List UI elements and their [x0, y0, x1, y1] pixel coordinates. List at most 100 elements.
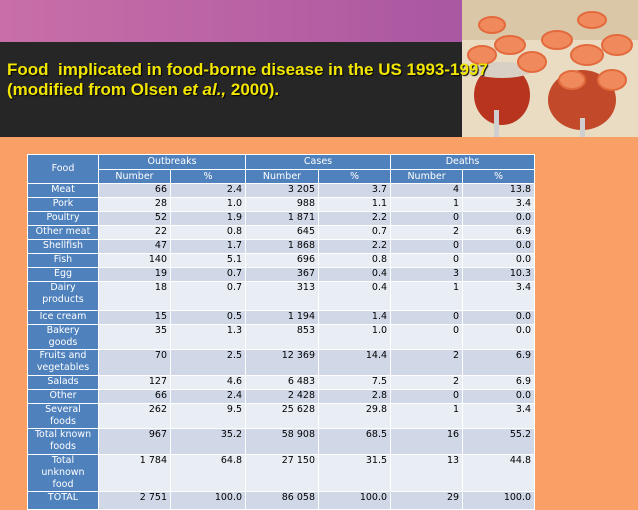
cell: 2.5: [169, 349, 247, 376]
slide-title: Food implicated in food-borne disease in…: [7, 60, 527, 100]
cell: 1 194: [245, 310, 320, 325]
title-text: 2000).: [226, 80, 280, 99]
cell: 7.5: [318, 375, 392, 390]
food-cell: Bakery goods: [27, 324, 99, 350]
food-cell: Total known foods: [27, 428, 99, 455]
table-row: TOTAL 2 751 100.0 86 058 100.0 29 100.0: [27, 491, 536, 510]
cell: 3.4: [462, 197, 536, 212]
cell: 367: [245, 267, 320, 282]
title-line: Food implicated in food-borne disease in…: [7, 60, 488, 79]
food-cell: Pork: [27, 197, 99, 212]
cell: 262: [98, 403, 171, 429]
cell: 28: [98, 197, 171, 212]
cell: 0.0: [462, 211, 536, 226]
cell: 645: [245, 225, 320, 240]
cell: 47: [98, 239, 171, 254]
food-cell: Other: [27, 389, 99, 404]
data-table: Food Outbreaks Cases Deaths Number% Number% N…: [27, 154, 536, 510]
cell: 0.8: [318, 253, 392, 268]
cell: 0.4: [318, 281, 392, 311]
cell: 13.8: [462, 183, 536, 198]
cell: 0.4: [318, 267, 392, 282]
cell: 313: [245, 281, 320, 311]
cell: 1.0: [318, 324, 392, 350]
cell: 58 908: [245, 428, 320, 455]
table-row: Dairy products 18 0.7 313 0.4 1 3.4: [27, 281, 536, 311]
cell: 19: [98, 267, 171, 282]
cell: 0: [390, 253, 464, 268]
cell: 3 205: [245, 183, 320, 198]
cell: 18: [98, 281, 171, 311]
cell: 0.0: [462, 324, 536, 350]
cell: 100.0: [169, 491, 247, 510]
table-row: Salads 127 4.6 6 483 7.5 2 6.9: [27, 375, 536, 390]
cell: 27 150: [245, 454, 320, 492]
cell: 127: [98, 375, 171, 390]
cell: 0.5: [169, 310, 247, 325]
cell: 6.9: [462, 349, 536, 376]
sub-header: Number: [390, 169, 464, 184]
cell: 0.0: [462, 239, 536, 254]
food-cell: Meat: [27, 183, 99, 198]
cell: 4: [390, 183, 464, 198]
cell: 2: [390, 225, 464, 240]
cell: 2 428: [245, 389, 320, 404]
food-cell: Egg: [27, 267, 99, 282]
cell: 696: [245, 253, 320, 268]
cell: 29.8: [318, 403, 392, 429]
table-row: Meat 66 2.4 3 205 3.7 4 13.8: [27, 183, 536, 198]
cell: 3: [390, 267, 464, 282]
cell: 5.1: [169, 253, 247, 268]
cell: 3.4: [462, 281, 536, 311]
cell: 44.8: [462, 454, 536, 492]
cell: 3.7: [318, 183, 392, 198]
cell: 70: [98, 349, 171, 376]
cell: 2: [390, 349, 464, 376]
cell: 0.7: [169, 267, 247, 282]
sub-header: Number: [98, 169, 171, 184]
cell: 853: [245, 324, 320, 350]
cell: 1 871: [245, 211, 320, 226]
cell: 1.4: [318, 310, 392, 325]
table-row: Other meat 22 0.8 645 0.7 2 6.9: [27, 225, 536, 240]
table-row: Shellfish 47 1.7 1 868 2.2 0 0.0: [27, 239, 536, 254]
cell: 29: [390, 491, 464, 510]
cell: 2.4: [169, 183, 247, 198]
cell: 35: [98, 324, 171, 350]
food-cell: Poultry: [27, 211, 99, 226]
table-row: Egg 19 0.7 367 0.4 3 10.3: [27, 267, 536, 282]
cell: 68.5: [318, 428, 392, 455]
title-italic: et al.,: [182, 80, 227, 99]
cell: 12 369: [245, 349, 320, 376]
cell: 35.2: [169, 428, 247, 455]
cell: 1 868: [245, 239, 320, 254]
food-cell: Several foods: [27, 403, 99, 429]
cell: 66: [98, 389, 171, 404]
cell: 64.8: [169, 454, 247, 492]
food-cell: Other meat: [27, 225, 99, 240]
cell: 1: [390, 403, 464, 429]
cell: 3.4: [462, 403, 536, 429]
header-cell: Food: [27, 154, 99, 184]
shrimp-picture: [462, 0, 638, 137]
cell: 2 751: [98, 491, 171, 510]
cell: 0: [390, 310, 464, 325]
cell: 1.9: [169, 211, 247, 226]
food-cell: Salads: [27, 375, 99, 390]
sub-header: %: [462, 169, 536, 184]
cell: 1.1: [318, 197, 392, 212]
cell: 1: [390, 281, 464, 311]
cell: 55.2: [462, 428, 536, 455]
cell: 6.9: [462, 225, 536, 240]
title-text: (modified from Olsen: [7, 80, 183, 99]
cell: 52: [98, 211, 171, 226]
cell: 15: [98, 310, 171, 325]
sub-header: %: [169, 169, 247, 184]
cell: 2.8: [318, 389, 392, 404]
cell: 1: [390, 197, 464, 212]
cell: 2.2: [318, 211, 392, 226]
cell: 967: [98, 428, 171, 455]
cell: 100.0: [318, 491, 392, 510]
food-cell: Fish: [27, 253, 99, 268]
cell: 2.2: [318, 239, 392, 254]
